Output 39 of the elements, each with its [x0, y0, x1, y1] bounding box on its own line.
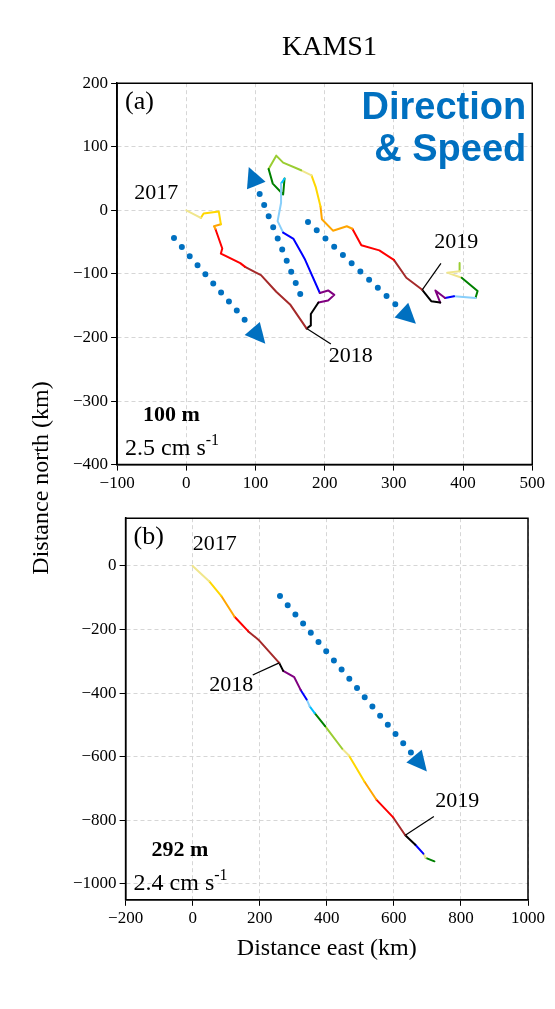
x-tick-label: 600: [381, 908, 407, 928]
x-tick-label: 200: [246, 908, 273, 928]
x-tick-label: 400: [314, 908, 340, 928]
chart-title: KAMS1: [281, 30, 378, 62]
y-tick-label: 200: [82, 72, 109, 92]
y-tick-label: −400: [72, 454, 109, 474]
y-tick-label: −200: [72, 326, 109, 346]
y-tick-label: −600: [81, 746, 117, 766]
x-tick-label: 100: [242, 473, 269, 493]
x-axis-title: Distance east (km): [236, 933, 417, 960]
x-tick-label: 400: [450, 473, 476, 493]
y-tick-label: −400: [81, 682, 117, 702]
annotation: 2017: [192, 529, 237, 555]
annotation: 2018: [328, 342, 373, 368]
annotation: 292 m: [151, 835, 209, 861]
x-tick-label: 500: [519, 473, 545, 493]
x-tick-label: 1000: [511, 908, 545, 928]
annotation: 2018: [209, 670, 254, 696]
annotation: Direction & Speed: [361, 85, 527, 170]
y-tick-label: −800: [81, 809, 117, 829]
annotation: 2019: [434, 227, 479, 253]
y-tick-label: −100: [72, 263, 109, 283]
y-tick-label: −200: [81, 618, 117, 638]
x-tick-label: 200: [311, 473, 338, 493]
x-tick-label: 300: [381, 473, 407, 493]
y-tick-label: 0: [99, 199, 109, 219]
x-tick-label: 0: [188, 908, 197, 928]
y-axis-title: Distance north (km): [26, 380, 54, 577]
annotation: 100 m: [143, 400, 200, 426]
annotation: (b): [133, 521, 164, 551]
y-tick-label: −300: [72, 390, 109, 410]
annotation: 2019: [435, 787, 480, 813]
y-tick-label: 100: [82, 136, 109, 156]
x-tick-label: 800: [448, 908, 474, 928]
annotation: (a): [125, 86, 154, 116]
x-tick-label: 0: [182, 473, 191, 493]
y-tick-label: −1000: [72, 873, 117, 893]
y-tick-label: 0: [108, 555, 117, 575]
annotation: 2017: [134, 179, 179, 205]
